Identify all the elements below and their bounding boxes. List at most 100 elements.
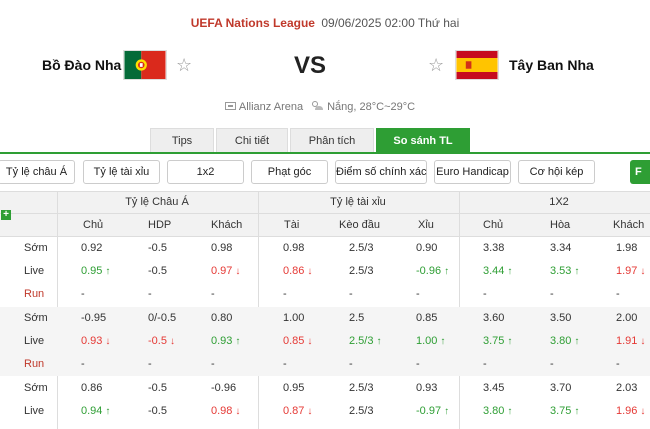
odds-cell: - xyxy=(211,353,215,376)
odds-value: 3.34 xyxy=(550,242,572,254)
odds-value: - xyxy=(483,288,487,300)
odds-value: - xyxy=(416,358,420,370)
odds-cell: 0/-0.5 xyxy=(148,307,176,330)
odds-cell: - xyxy=(416,283,420,306)
odds-value: 1.97 xyxy=(616,265,638,277)
odds-value: 3.70 xyxy=(550,382,572,394)
column-header: HDP xyxy=(148,219,172,231)
row-label: Sớm xyxy=(24,242,48,254)
odds-value: 2.5/3 xyxy=(349,405,374,417)
subtab-euro-handicap[interactable]: Euro Handicap xyxy=(434,160,511,184)
odds-cell: - xyxy=(616,283,620,306)
table-row: Run - - - - - - - - - xyxy=(0,353,650,376)
column-header: Tài xyxy=(284,219,300,231)
subtab-over-under[interactable]: Tỷ lệ tài xỉu xyxy=(83,160,160,184)
odds-cell: - xyxy=(483,353,487,376)
odds-value: 2.5 xyxy=(349,312,365,324)
odds-cell: - xyxy=(148,283,152,306)
row-label: Sớm xyxy=(24,312,48,324)
group-header-1x2: 1X2 xyxy=(549,196,569,208)
tab-analysis[interactable]: Phân tích xyxy=(290,128,374,153)
odds-value: 0.97 xyxy=(211,265,233,277)
odds-value: 0.92 xyxy=(81,242,103,254)
subtab-1x2[interactable]: 1x2 xyxy=(167,160,244,184)
tabs-underline xyxy=(0,152,650,154)
subtab-corners[interactable]: Phạt góc xyxy=(251,160,328,184)
tab-details[interactable]: Chi tiết xyxy=(216,128,288,153)
row-label[interactable]: Run xyxy=(24,358,45,370)
odds-value: - xyxy=(616,288,620,300)
arrow-up-icon: ↑ xyxy=(507,336,513,347)
row-label[interactable]: Run xyxy=(24,288,45,300)
odds-value: -0.5 xyxy=(148,335,167,347)
favorite-star-icon-away[interactable]: ☆ xyxy=(428,55,445,75)
odds-cell: 0.80 xyxy=(211,307,232,330)
odds-cell: 0.98 ↓ xyxy=(211,400,240,423)
odds-cell: 0.92 xyxy=(81,237,102,260)
odds-value: 2.5/3 xyxy=(349,335,374,347)
odds-cell: -0.97 ↑ xyxy=(416,400,449,423)
arrow-up-icon: ↑ xyxy=(444,406,450,417)
odds-cell: 2.5 xyxy=(349,307,364,330)
odds-type-tabs: Tỷ lệ châu Á Tỷ lệ tài xỉu 1x2 Phạt góc … xyxy=(0,160,650,185)
odds-cell: 0.95 xyxy=(283,377,304,400)
odds-cell: -0.5 xyxy=(148,377,167,400)
odds-value: 0.85 xyxy=(416,312,438,324)
odds-value: 0.93 xyxy=(416,382,438,394)
arrow-down-icon: ↓ xyxy=(105,336,111,347)
subtab-asian-handicap[interactable]: Tỷ lệ châu Á xyxy=(0,160,75,184)
odds-value: - xyxy=(550,288,554,300)
odds-value: 0.93 xyxy=(211,335,233,347)
odds-cell: 3.34 xyxy=(550,237,571,260)
odds-value: - xyxy=(550,358,554,370)
odds-cell: 3.38 xyxy=(483,237,504,260)
odds-cell: - xyxy=(483,283,487,306)
odds-cell: - xyxy=(283,283,287,306)
odds-value: 0.98 xyxy=(283,242,305,254)
odds-value: - xyxy=(616,358,620,370)
subtab-correct-score[interactable]: Điểm số chính xác xyxy=(335,160,427,184)
odds-cell: - xyxy=(416,353,420,376)
odds-cell: 0.86 ↓ xyxy=(283,260,312,283)
tab-tips[interactable]: Tips xyxy=(150,128,214,153)
odds-value: - xyxy=(349,358,353,370)
subtab-double-chance[interactable]: Cơ hội kép xyxy=(518,160,595,184)
away-team-name[interactable]: Tây Ban Nha xyxy=(509,57,594,73)
odds-cell: 3.53 ↑ xyxy=(550,260,579,283)
odds-cell: 0.87 ↓ xyxy=(283,400,312,423)
odds-value: 0.94 xyxy=(81,405,103,417)
weather-text: Nắng, 28°C~29°C xyxy=(327,101,416,113)
table-row: Sớm -0.95 0/-0.5 0.80 1.00 2.5 0.85 3.60 3.50 2.0… xyxy=(0,307,650,330)
odds-cell: -0.5 ↓ xyxy=(148,330,175,353)
odds-cell: 3.80 ↑ xyxy=(550,330,579,353)
weather-icon xyxy=(312,101,324,110)
odds-cell: - xyxy=(550,353,554,376)
odds-value: - xyxy=(483,358,487,370)
odds-value: 0/-0.5 xyxy=(148,312,177,324)
tab-odds-compare[interactable]: So sánh TL xyxy=(376,128,470,153)
odds-value: - xyxy=(211,288,215,300)
table-row: Live 0.94 ↑ -0.5 0.98 ↓ 0.87 ↓ 2.5/3 -0.97 ↑ 3.80 ↑ 3… xyxy=(0,400,650,423)
odds-value: 3.75 xyxy=(550,405,572,417)
odds-cell: 2.5/3 xyxy=(349,400,373,423)
odds-value: -0.96 xyxy=(416,265,442,277)
odds-value: - xyxy=(283,358,287,370)
odds-cell: 0.98 xyxy=(283,237,304,260)
league-name[interactable]: UEFA Nations League xyxy=(190,16,315,30)
odds-value: 2.5/3 xyxy=(349,242,374,254)
odds-value: 0.95 xyxy=(81,265,103,277)
arrow-down-icon: ↓ xyxy=(235,266,241,277)
odds-cell: 1.00 xyxy=(283,307,304,330)
expand-plus-icon[interactable]: + xyxy=(1,210,11,220)
odds-value: 3.38 xyxy=(483,242,505,254)
odds-cell: -0.5 xyxy=(148,400,167,423)
row-label: Live xyxy=(24,405,45,417)
odds-value: 3.44 xyxy=(483,265,505,277)
odds-cell: 2.5/3 xyxy=(349,237,373,260)
odds-cell: - xyxy=(349,283,353,306)
arrow-up-icon: ↑ xyxy=(440,336,446,347)
home-team-name[interactable]: Bồ Đào Nha xyxy=(42,57,122,73)
favorite-star-icon-home[interactable]: ☆ xyxy=(176,55,193,75)
subtab-more-button[interactable]: F xyxy=(630,160,650,184)
odds-cell: -0.95 xyxy=(81,307,106,330)
